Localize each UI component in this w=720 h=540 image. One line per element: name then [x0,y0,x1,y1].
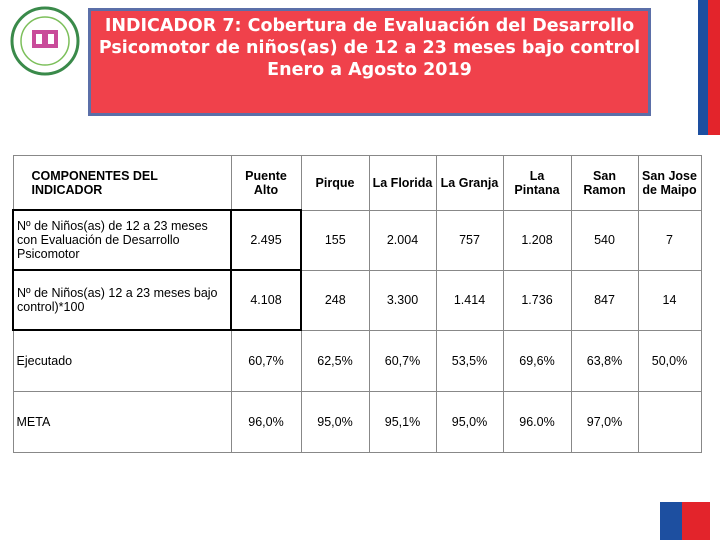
row-label: Ejecutado [12,329,232,392]
subtitle: Enero a Agosto 2019 [267,60,472,80]
column-header: San Jose de Maipo [637,155,702,211]
table-row: Ejecutado 60,7% 62,5% 60,7% 53,5% 69,6% 63,8% 5… [12,329,702,392]
cell: 63,8% [570,329,639,392]
flag-strip [698,0,720,135]
title-box: INDICADOR 7: Cobertura de Evaluación del… [88,8,651,116]
row-label: Nº de Niños(as) 12 a 23 meses bajo contr… [12,269,232,331]
row-label: Nº de Niños(as) de 12 a 23 meses con Eva… [12,209,232,271]
row-label: META [12,391,232,453]
cell: 95,0% [435,391,504,453]
cell: 540 [570,209,639,271]
column-header: Pirque [300,155,370,211]
cell: 3.300 [368,269,437,331]
cell: 1.208 [502,209,572,271]
cell: 2.004 [368,209,437,271]
table-row: META 96,0% 95,0% 95,1% 95,0% 96.0% 97,0% [12,391,702,453]
cell: 847 [570,269,639,331]
cell: 7 [637,209,702,271]
cell: 69,6% [502,329,572,392]
cell: 155 [300,209,370,271]
title: INDICADOR 7: Cobertura de Evaluación del… [98,16,641,58]
column-header: Puente Alto [230,155,302,211]
cell: 14 [637,269,702,331]
flag-strip [660,502,710,540]
cell: 60,7% [230,329,302,392]
cell [637,391,702,453]
cell: 4.108 [230,269,302,331]
cell: 50,0% [637,329,702,392]
cell: 1.736 [502,269,572,331]
indicator-table: COMPONENTES DEL INDICADOR Puente Alto Pirq… [12,155,702,453]
cell: 248 [300,269,370,331]
header-row: COMPONENTES DEL INDICADOR Puente Alto Pirq… [12,155,702,211]
cell: 53,5% [435,329,504,392]
column-header: La Granja [435,155,504,211]
table-row: Nº de Niños(as) de 12 a 23 meses con Eva… [12,209,702,271]
column-header: La Pintana [502,155,572,211]
cell: 96,0% [230,391,302,453]
column-header: COMPONENTES DEL INDICADOR [12,155,232,211]
logo [10,6,80,76]
table-row: Nº de Niños(as) 12 a 23 meses bajo contr… [12,269,702,331]
cell: 1.414 [435,269,504,331]
cell: 2.495 [230,209,302,271]
cell: 62,5% [300,329,370,392]
cell: 95,1% [368,391,437,453]
column-header: San Ramon [570,155,639,211]
cell: 96.0% [502,391,572,453]
cell: 97,0% [570,391,639,453]
cell: 60,7% [368,329,437,392]
cell: 95,0% [300,391,370,453]
cell: 757 [435,209,504,271]
column-header: La Florida [368,155,437,211]
